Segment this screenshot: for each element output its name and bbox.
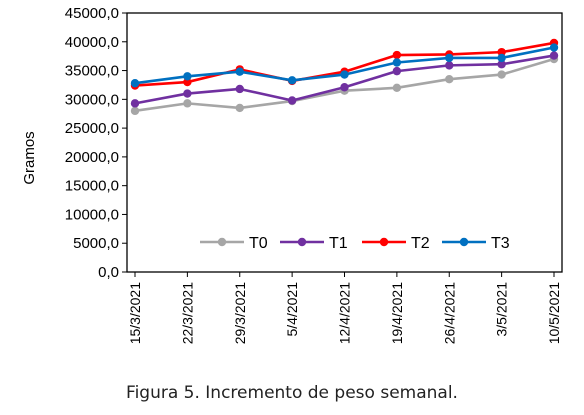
- x-tick-label: 3/5/2021: [494, 282, 510, 337]
- series-layer: [130, 38, 559, 116]
- line-chart: 0,0 5000,0 10000,0 15000,0 20000,0 25000,0 300…: [21, 5, 563, 344]
- y-tick-label: 35000,0: [65, 63, 119, 80]
- y-tick-label: 40000,0: [65, 34, 119, 51]
- y-tick-label: 0,0: [98, 264, 119, 281]
- y-tick-label: 30000,0: [65, 91, 119, 108]
- legend-label: T0: [249, 235, 268, 252]
- data-point: [392, 58, 402, 67]
- data-point: [130, 79, 140, 88]
- x-axis-ticks: 15/3/2021 22/3/2021 29/3/2021 5/4/2021 12/4/…: [127, 272, 562, 344]
- data-point: [183, 77, 192, 87]
- x-tick-label: 22/3/2021: [179, 282, 195, 344]
- y-axis-ticks: 0,0 5000,0 10000,0 15000,0 20000,0 25000,0 300…: [65, 5, 127, 281]
- y-tick-label: 25000,0: [65, 120, 119, 137]
- y-axis-title: Gramos: [21, 131, 38, 184]
- x-tick-label: 29/3/2021: [232, 282, 248, 344]
- figure-caption: Figura 5. Incremento de peso semanal.: [126, 383, 458, 403]
- x-tick-label: 10/5/2021: [546, 282, 562, 344]
- series-t1: [130, 51, 559, 108]
- plot-area: [126, 12, 563, 273]
- data-point: [497, 47, 506, 57]
- x-tick-label: 15/3/2021: [127, 282, 143, 344]
- data-point: [235, 84, 244, 94]
- data-point: [183, 99, 192, 108]
- data-point: [340, 83, 349, 92]
- data-point: [497, 70, 506, 79]
- data-point: [183, 89, 192, 98]
- data-point: [287, 96, 297, 105]
- legend-swatch-marker: [297, 237, 307, 247]
- y-tick-label: 20000,0: [65, 149, 119, 166]
- data-point: [392, 50, 402, 60]
- data-point: [497, 53, 506, 63]
- data-point: [183, 72, 192, 81]
- data-point: [340, 70, 349, 79]
- legend-label: T1: [329, 235, 348, 252]
- legend-label: T2: [411, 235, 430, 252]
- series-t3: [130, 43, 559, 88]
- data-point: [392, 66, 402, 76]
- legend-swatch-marker: [217, 237, 227, 247]
- data-point: [130, 99, 140, 108]
- x-tick-label: 5/4/2021: [284, 282, 300, 337]
- data-point: [549, 43, 559, 52]
- legend-swatch-marker: [379, 237, 389, 247]
- legend-item-t2: T2: [362, 235, 430, 252]
- legend-swatch-marker: [459, 237, 469, 247]
- legend-item-t1: T1: [280, 235, 348, 252]
- data-point: [287, 76, 297, 85]
- data-point: [235, 67, 244, 76]
- data-point: [445, 61, 454, 70]
- legend-label: T3: [491, 235, 510, 252]
- data-point: [549, 51, 559, 60]
- y-tick-label: 45000,0: [65, 5, 119, 22]
- y-tick-label: 10000,0: [65, 206, 119, 223]
- data-point: [497, 60, 506, 69]
- data-point: [235, 103, 244, 113]
- y-tick-label: 15000,0: [65, 178, 119, 195]
- data-point: [130, 106, 140, 116]
- x-tick-label: 12/4/2021: [337, 282, 353, 344]
- y-tick-label: 5000,0: [73, 235, 119, 252]
- x-tick-label: 19/4/2021: [389, 282, 405, 344]
- legend-item-t3: T3: [442, 235, 510, 252]
- x-tick-label: 26/4/2021: [441, 282, 457, 344]
- legend: T0 T1 T2 T3: [200, 235, 510, 252]
- data-point: [445, 53, 454, 63]
- data-point: [445, 74, 454, 84]
- legend-item-t0: T0: [200, 235, 268, 252]
- data-point: [392, 83, 402, 93]
